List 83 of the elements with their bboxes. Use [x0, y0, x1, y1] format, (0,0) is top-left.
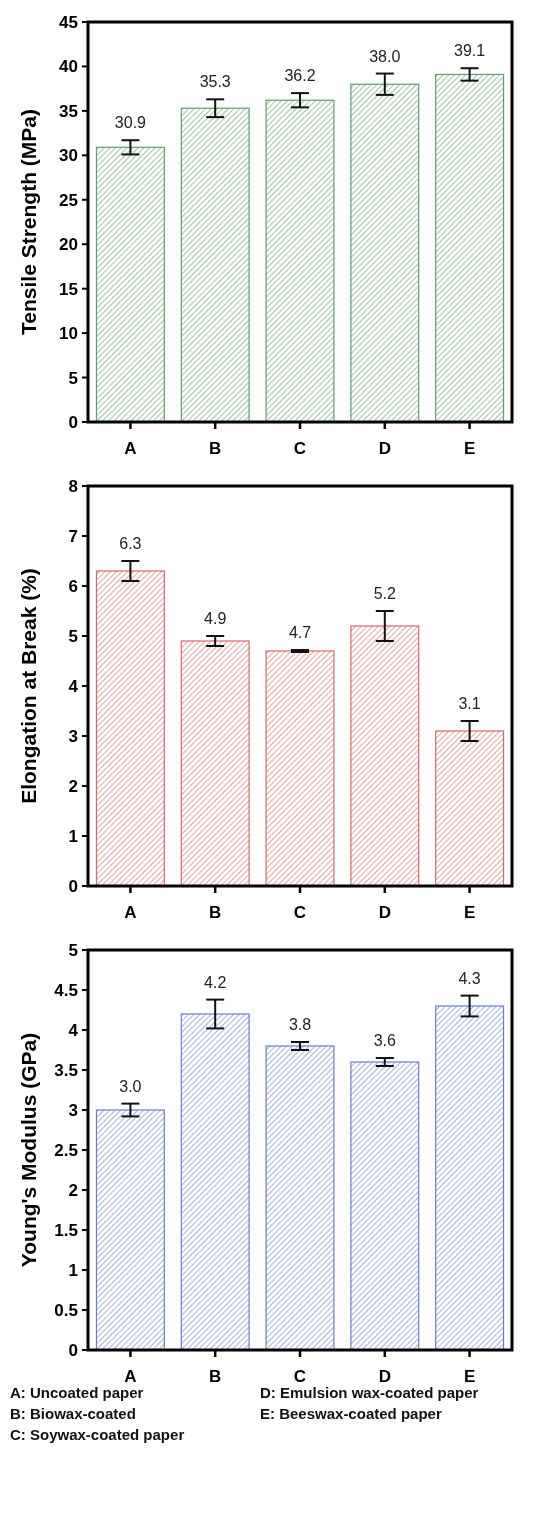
x-tick-label: A [124, 1367, 137, 1386]
x-tick-label: A [124, 439, 137, 458]
y-tick-label: 35 [59, 101, 78, 121]
text: E: Beeswax-coated paper [260, 1405, 442, 1422]
x-tick-label: B [209, 903, 222, 922]
y-tick-label: 4.5 [54, 980, 78, 1000]
x-tick-label: B [209, 439, 222, 458]
y-tick-label: 5 [68, 940, 78, 960]
bar [435, 73, 505, 423]
y-tick-label: 4 [68, 1020, 79, 1040]
y-tick-label: 5 [68, 368, 78, 388]
x-tick-label: E [463, 439, 476, 458]
x-tick-label: C [293, 903, 307, 922]
y-tick-label: 1 [68, 1260, 78, 1280]
y-tick-label: 5 [68, 626, 78, 646]
bar [180, 640, 250, 887]
y-tick-label: 0 [68, 876, 78, 896]
text: A: Uncoated paper [10, 1384, 144, 1401]
bar [95, 570, 165, 887]
bar [350, 83, 420, 423]
text: B: Biowax-coated [10, 1405, 136, 1422]
bar [435, 1005, 505, 1351]
x-tick-label: D [378, 903, 391, 922]
y-axis-title: Tensile Strength (MPa) [17, 109, 40, 335]
y-tick-label: 6 [68, 576, 78, 596]
bar [265, 99, 335, 423]
x-tick-label: C [293, 1367, 307, 1386]
data-label: 39.1 [454, 42, 486, 60]
text: C: Soywax-coated paper [10, 1426, 185, 1443]
bar [350, 1061, 420, 1351]
y-tick-label: 3 [68, 1100, 78, 1120]
data-label: 5.2 [373, 585, 397, 602]
y-axis-title: Young's Modulus (GPa) [17, 1032, 40, 1268]
data-label: 3.8 [288, 1016, 312, 1033]
bar [265, 1045, 335, 1351]
y-tick-label: 2 [68, 1180, 78, 1200]
y-tick-label: 3 [68, 726, 78, 746]
y-tick-label: 2 [68, 776, 78, 796]
data-label: 4.2 [204, 973, 227, 991]
y-tick-label: 45 [59, 12, 78, 32]
data-label: 6.3 [119, 535, 142, 552]
data-label: 3.6 [373, 1032, 397, 1049]
data-label: 3.1 [458, 695, 481, 712]
y-tick-label: 3.5 [54, 1060, 78, 1080]
bar [180, 1013, 250, 1351]
y-tick-label: 15 [59, 279, 78, 299]
y-tick-label: 8 [68, 476, 78, 496]
y-tick-label: 25 [59, 190, 78, 210]
y-tick-label: 7 [68, 526, 78, 546]
y-tick-label: 1.5 [54, 1220, 78, 1240]
bar [350, 625, 420, 887]
x-tick-label: D [378, 439, 391, 458]
text: D: Emulsion wax-coated paper [260, 1384, 479, 1401]
y-tick-label: 1 [68, 826, 78, 846]
data-label: 35.3 [199, 73, 231, 91]
bar [95, 146, 165, 423]
data-label: 36.2 [284, 67, 316, 85]
bar [95, 1109, 165, 1351]
y-tick-label: 40 [59, 57, 78, 77]
x-tick-label: A [124, 903, 137, 922]
x-tick-label: E [463, 1367, 476, 1386]
data-label: 4.7 [288, 624, 312, 641]
data-label: 38.0 [369, 47, 401, 65]
x-tick-label: D [378, 1367, 391, 1386]
data-label: 4.9 [204, 610, 227, 627]
y-tick-label: 30 [59, 146, 78, 166]
data-label: 30.9 [114, 114, 147, 132]
bar [435, 730, 505, 887]
data-label: 4.3 [458, 969, 481, 987]
x-tick-label: E [463, 903, 476, 922]
y-axis-title: Elongation at Break (%) [17, 568, 40, 804]
x-tick-label: C [293, 439, 307, 458]
y-tick-label: 2.5 [54, 1140, 78, 1160]
bar [265, 650, 335, 887]
bar [180, 107, 250, 423]
y-tick-label: 0 [68, 412, 78, 432]
y-tick-label: 20 [59, 235, 78, 255]
y-tick-label: 0 [68, 1340, 78, 1360]
data-label: 3.0 [119, 1077, 142, 1095]
y-tick-label: 0.5 [54, 1300, 78, 1320]
y-tick-label: 10 [59, 324, 78, 344]
y-tick-label: 4 [68, 676, 79, 696]
x-tick-label: B [209, 1367, 222, 1386]
